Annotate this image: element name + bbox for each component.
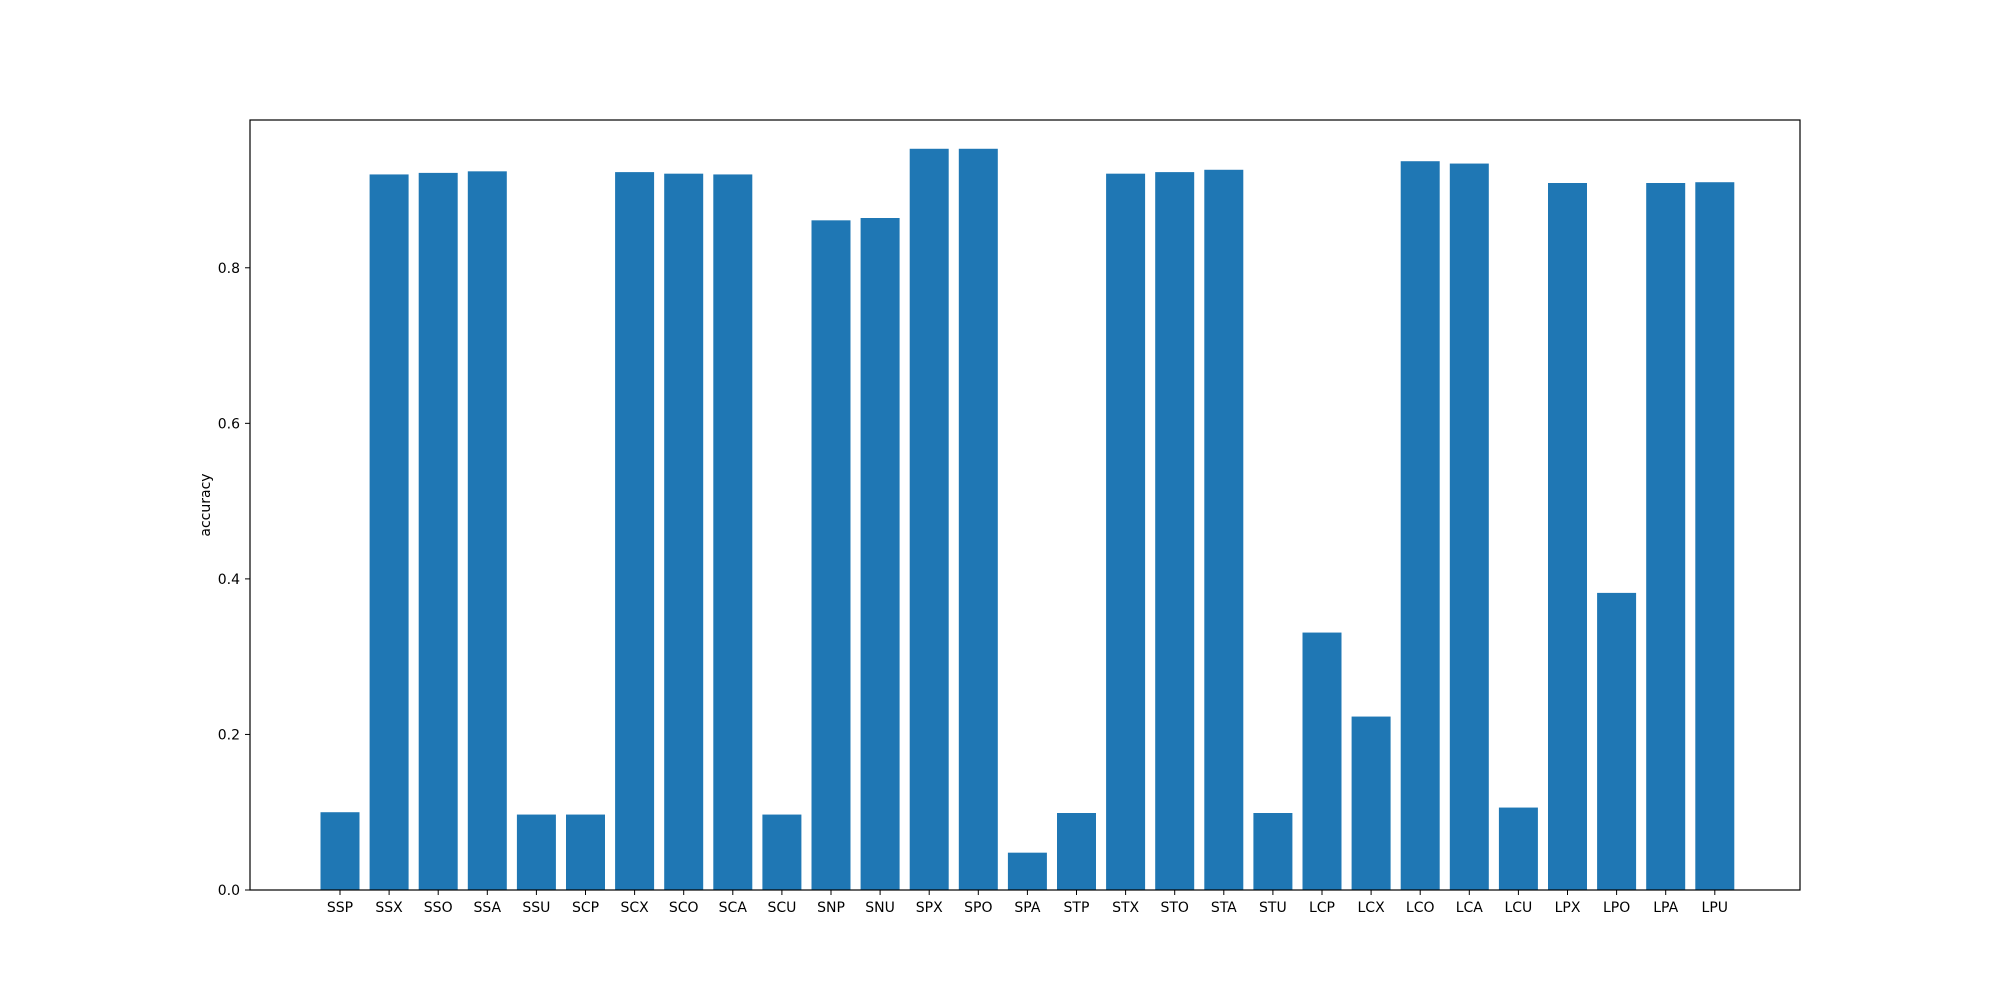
y-tick-label: 0.4 [218, 572, 240, 588]
x-tick-label: LCX [1358, 900, 1386, 916]
x-tick-label: SCX [620, 900, 649, 916]
x-tick-label: LPA [1653, 900, 1678, 916]
y-axis-label: accuracy [198, 473, 214, 536]
x-tick-label: SSU [522, 900, 550, 916]
bar-lcp [1302, 632, 1342, 890]
y-tick-label: 0.6 [218, 416, 240, 432]
x-tick-label: STA [1211, 900, 1237, 916]
bar-sso [418, 172, 458, 890]
x-tick-label: SCU [767, 900, 796, 916]
x-tick-label: LCA [1456, 900, 1484, 916]
bar-ssx [369, 174, 409, 890]
bar-spa [1007, 852, 1047, 890]
bar-lpo [1597, 592, 1637, 890]
bar-sto [1155, 172, 1195, 891]
bar-lpu [1695, 182, 1735, 891]
bar-lca [1449, 163, 1489, 890]
bar-stu [1253, 813, 1293, 890]
bar-lco [1400, 161, 1440, 891]
x-tick-label: LPO [1603, 900, 1630, 916]
bar-scx [615, 172, 655, 891]
bar-scu [762, 814, 802, 890]
bar-snu [860, 218, 900, 890]
bar-spo [958, 148, 998, 890]
bar-ssp [320, 812, 360, 890]
plot-frame [249, 119, 1801, 891]
x-tick-label: STX [1112, 900, 1139, 916]
bar-stp [1057, 813, 1096, 890]
x-tick-label: LCU [1504, 900, 1532, 916]
bar-snp [811, 220, 851, 890]
x-tick-label: SNP [817, 900, 845, 916]
bar-spx [909, 148, 949, 890]
x-tick-label: LPU [1702, 900, 1729, 916]
x-tick-label: SSX [375, 900, 403, 916]
y-axis: 0.0 0.2 0.4 0.6 0.8 [218, 261, 250, 899]
x-tick-label: SSO [424, 900, 453, 916]
bar-sco [664, 173, 704, 891]
bar-lpx [1548, 183, 1587, 890]
bar-ssu [516, 814, 556, 890]
x-tick-label: SSA [473, 900, 501, 916]
x-tick-label: STU [1259, 900, 1287, 916]
y-tick-label: 0.2 [218, 727, 240, 743]
x-axis: SSP SSX SSO SSA SSU SCP SCX SCO SCA SCU SNP SNU SPX S… [327, 890, 1728, 916]
x-tick-label: LCO [1406, 900, 1435, 916]
x-tick-label: LPX [1555, 900, 1581, 916]
x-tick-label: SPA [1014, 900, 1040, 916]
y-tick-label: 0.0 [218, 883, 240, 899]
x-tick-label: SPO [964, 900, 992, 916]
x-tick-label: SPX [916, 900, 943, 916]
bar-sta [1204, 169, 1244, 890]
bar-lcu [1498, 807, 1538, 890]
bar-lpa [1646, 183, 1686, 890]
y-tick-label: 0.8 [218, 261, 240, 277]
bar-stx [1106, 173, 1146, 891]
x-tick-label: STO [1160, 900, 1188, 916]
bar-scp [566, 814, 605, 890]
bar-ssa [467, 171, 507, 890]
bars-group [320, 148, 1735, 891]
bar-lcx [1351, 716, 1391, 890]
x-tick-label: SCA [719, 900, 748, 916]
x-tick-label: LCP [1309, 900, 1335, 916]
x-tick-label: SNU [865, 900, 895, 916]
x-tick-label: SSP [327, 900, 353, 916]
x-tick-label: SCP [572, 900, 599, 916]
bar-sca [713, 174, 753, 890]
x-tick-label: STP [1064, 900, 1090, 916]
x-tick-label: SCO [669, 900, 699, 916]
